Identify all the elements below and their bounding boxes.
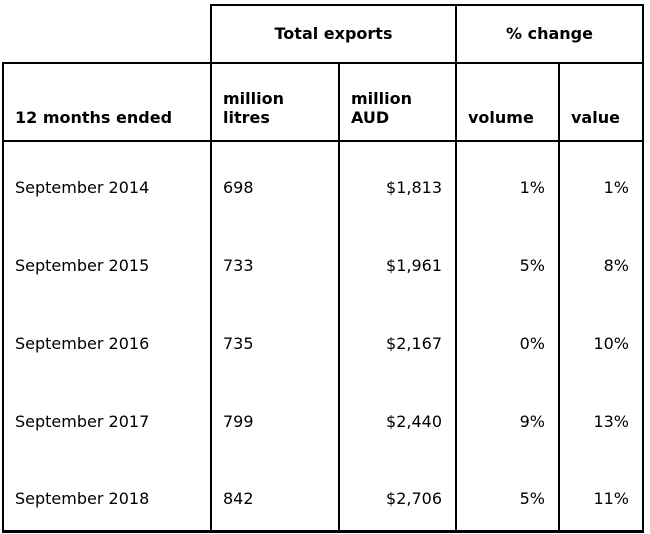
cell-volume-change: 5%: [455, 219, 560, 297]
table-row: September 2016 735 $2,167 0% 10%: [2, 297, 644, 375]
cell-period: September 2017: [2, 375, 212, 453]
cell-million-litres: 799: [210, 375, 340, 453]
cell-million-litres: 735: [210, 297, 340, 375]
cell-million-aud: $1,961: [338, 219, 457, 297]
cell-million-litres: 842: [210, 453, 340, 533]
cell-value-change: 1%: [558, 141, 644, 219]
cell-period: September 2015: [2, 219, 212, 297]
cell-value-change: 10%: [558, 297, 644, 375]
table-row: September 2017 799 $2,440 9% 13%: [2, 375, 644, 453]
col-header-million-litres: million litres: [210, 62, 340, 142]
col-header-volume: volume: [455, 62, 560, 142]
cell-million-aud: $1,813: [338, 141, 457, 219]
cell-million-litres: 733: [210, 219, 340, 297]
cell-value-change: 11%: [558, 453, 644, 533]
cell-value-change: 13%: [558, 375, 644, 453]
cell-million-aud: $2,440: [338, 375, 457, 453]
table-row: September 2015 733 $1,961 5% 8%: [2, 219, 644, 297]
col-header-value: value: [558, 62, 644, 142]
cell-volume-change: 5%: [455, 453, 560, 533]
cell-period: September 2014: [2, 141, 212, 219]
table-row: September 2014 698 $1,813 1% 1%: [2, 141, 644, 219]
pct-change-group-header: % change: [455, 4, 644, 64]
cell-volume-change: 9%: [455, 375, 560, 453]
col-header-period: 12 months ended: [2, 62, 212, 142]
cell-period: September 2016: [2, 297, 212, 375]
column-header-row: 12 months ended million litres million A…: [2, 62, 644, 142]
cell-million-aud: $2,167: [338, 297, 457, 375]
cell-value-change: 8%: [558, 219, 644, 297]
group-header-row: Total exports % change: [3, 4, 644, 64]
col-header-million-aud: million AUD: [338, 62, 457, 142]
table-row: September 2018 842 $2,706 5% 11%: [2, 453, 644, 533]
corner-spacer: [3, 5, 211, 63]
cell-million-aud: $2,706: [338, 453, 457, 533]
cell-million-litres: 698: [210, 141, 340, 219]
cell-volume-change: 1%: [455, 141, 560, 219]
cell-volume-change: 0%: [455, 297, 560, 375]
exports-table: Total exports % change 12 months ended m…: [2, 4, 644, 533]
total-exports-group-header: Total exports: [210, 4, 457, 64]
cell-period: September 2018: [2, 453, 212, 533]
